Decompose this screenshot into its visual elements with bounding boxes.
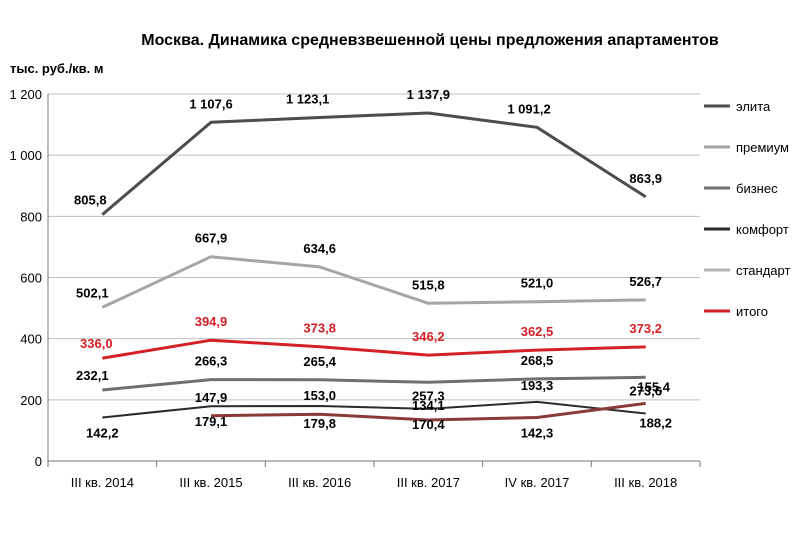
data-label: 526,7 bbox=[629, 274, 662, 289]
series-line-итого bbox=[102, 338, 646, 360]
data-label: 1 123,1 bbox=[286, 92, 329, 107]
data-label: 667,9 bbox=[195, 231, 228, 246]
chart-title: Москва. Динамика средневзвешенной цены п… bbox=[141, 32, 719, 49]
data-label: 502,1 bbox=[76, 285, 109, 300]
series-line-бизнес bbox=[102, 375, 646, 392]
legend: элита премиум бизнес комфорт стандарт итого bbox=[704, 99, 790, 319]
data-label: 188,2 bbox=[639, 415, 672, 430]
data-label: 265,4 bbox=[303, 354, 336, 369]
y-tick-label: 1 000 bbox=[9, 148, 42, 163]
data-label: 515,8 bbox=[412, 277, 445, 292]
data-label: 1 107,6 bbox=[189, 96, 232, 111]
series-lines bbox=[101, 111, 647, 422]
data-label: 142,3 bbox=[521, 425, 554, 440]
data-label: 1 091,2 bbox=[507, 101, 550, 116]
data-labels: 805,8 1 107,6 1 123,1 1 137,9 1 091,2 863,9 50… bbox=[74, 87, 672, 441]
legend-label: итого bbox=[736, 304, 768, 319]
data-label: 1 137,9 bbox=[407, 87, 450, 102]
data-label: 273,6 bbox=[629, 383, 662, 398]
data-label: 346,2 bbox=[412, 329, 445, 344]
x-tick-label: III кв. 2016 bbox=[288, 475, 351, 490]
data-label: 373,8 bbox=[303, 321, 336, 336]
data-label: 394,9 bbox=[195, 314, 228, 329]
x-tick-label: III кв. 2018 bbox=[614, 475, 677, 490]
series-line-стандарт bbox=[210, 401, 646, 422]
data-label: 153,0 bbox=[303, 388, 336, 403]
legend-label: элита bbox=[736, 99, 771, 114]
y-tick-label: 600 bbox=[20, 271, 42, 286]
y-tick-label: 400 bbox=[20, 332, 42, 347]
data-label: 155,4 bbox=[637, 379, 670, 394]
y-tick-label: 1 200 bbox=[9, 87, 42, 102]
data-label: 634,6 bbox=[303, 241, 336, 256]
legend-label: комфорт bbox=[736, 222, 789, 237]
y-axis-unit: тыс. руб./кв. м bbox=[10, 61, 104, 76]
data-label: 142,2 bbox=[86, 426, 119, 441]
data-label: 521,0 bbox=[521, 276, 554, 291]
data-label: 193,3 bbox=[521, 378, 554, 393]
x-tick-label: III кв. 2015 bbox=[179, 475, 242, 490]
y-tick-label: 200 bbox=[20, 393, 42, 408]
gridlines bbox=[47, 93, 701, 467]
data-label: 266,3 bbox=[195, 354, 228, 369]
x-tick-label: IV кв. 2017 bbox=[505, 475, 570, 490]
series-line-комфорт bbox=[102, 400, 646, 419]
y-tick-label: 0 bbox=[35, 454, 42, 469]
data-label: 863,9 bbox=[629, 171, 662, 186]
series-line-элита bbox=[101, 111, 647, 216]
data-label: 336,0 bbox=[80, 336, 113, 351]
data-label: 134,1 bbox=[412, 398, 445, 413]
data-label: 179,8 bbox=[303, 416, 336, 431]
data-label: 232,1 bbox=[76, 368, 109, 383]
y-ticks: 0 200 400 600 800 1 000 1 200 bbox=[9, 87, 42, 469]
data-label: 179,1 bbox=[195, 414, 228, 429]
x-tick-label: III кв. 2014 bbox=[71, 475, 134, 490]
legend-label: бизнес bbox=[736, 181, 778, 196]
data-label: 373,2 bbox=[629, 321, 662, 336]
legend-label: премиум bbox=[736, 140, 789, 155]
data-label: 170,4 bbox=[412, 417, 445, 432]
y-tick-label: 800 bbox=[20, 209, 42, 224]
data-label: 268,5 bbox=[521, 353, 554, 368]
series-line-премиум bbox=[101, 255, 646, 309]
legend-label: стандарт bbox=[736, 263, 790, 278]
data-label: 257,3 bbox=[412, 388, 445, 403]
x-tick-label: III кв. 2017 bbox=[397, 475, 460, 490]
data-label: 805,8 bbox=[74, 193, 107, 208]
data-label: 147,9 bbox=[195, 390, 228, 405]
data-label: 362,5 bbox=[521, 324, 554, 339]
x-ticks: III кв. 2014 III кв. 2015 III кв. 2016 III … bbox=[71, 475, 678, 490]
